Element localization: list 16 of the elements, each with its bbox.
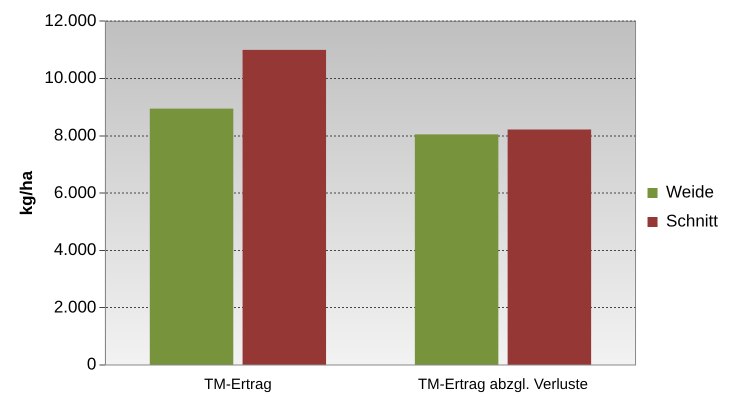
bar xyxy=(508,129,592,364)
y-tick-label: 8.000 xyxy=(54,125,96,144)
bar xyxy=(414,134,498,364)
y-tick-label: 4.000 xyxy=(54,240,96,260)
y-tick-label: 12.000 xyxy=(44,10,96,30)
y-tick-label: 0 xyxy=(86,354,96,374)
y-axis-title: kg/ha xyxy=(16,170,36,216)
bar xyxy=(150,108,234,364)
y-tick-label: 6.000 xyxy=(54,182,96,202)
legend-label: Weide xyxy=(666,182,714,202)
x-tick-label: TM-Ertrag abzgl. Verluste xyxy=(418,376,588,394)
x-tick-label: TM-Ertrag xyxy=(204,376,272,394)
y-tick-label: 10.000 xyxy=(44,68,96,88)
bar xyxy=(242,50,326,364)
y-tick-label: 2.000 xyxy=(54,297,96,316)
legend-label: Schnitt xyxy=(666,212,718,231)
